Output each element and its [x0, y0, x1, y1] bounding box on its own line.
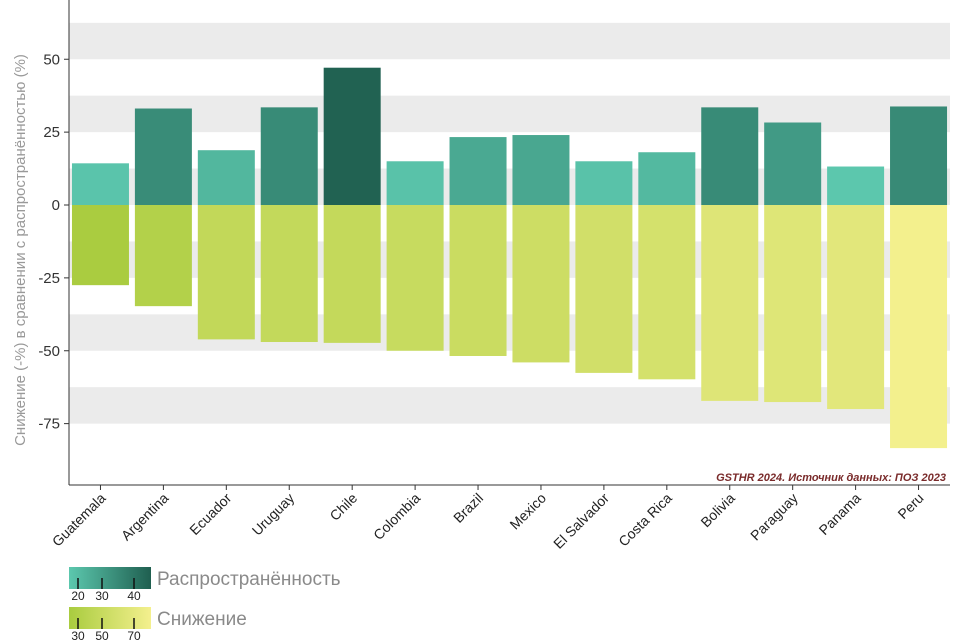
- bar-reduction: [575, 205, 633, 373]
- bar-prevalence: [71, 163, 129, 205]
- bar-prevalence: [575, 161, 633, 205]
- legend-colorbar: [69, 607, 151, 629]
- bar-reduction: [449, 205, 507, 356]
- bar-prevalence: [197, 150, 255, 205]
- legend-tick-label: 20: [71, 589, 85, 603]
- legend-tick-label: 30: [95, 589, 109, 603]
- x-tick-label: Costa Rica: [615, 490, 675, 550]
- y-axis-label: Снижение (-%) в сравнении с распространё…: [12, 54, 29, 446]
- bar-prevalence: [827, 166, 885, 205]
- bar-reduction: [764, 205, 822, 403]
- bar-reduction: [638, 205, 696, 380]
- bar-prevalence: [386, 161, 444, 205]
- x-tick-label: Chile: [326, 490, 360, 524]
- bar-prevalence: [449, 137, 507, 205]
- x-tick-label: Bolivia: [697, 490, 738, 531]
- bar-reduction: [827, 205, 885, 410]
- x-tick-label: Argentina: [118, 490, 172, 544]
- x-tick-label: Guatemala: [49, 490, 109, 550]
- bar-reduction: [197, 205, 255, 340]
- grid-band: [69, 22, 950, 60]
- x-tick-label: Uruguay: [249, 490, 298, 539]
- bar-prevalence: [701, 107, 759, 205]
- x-tick-label: Panama: [816, 490, 864, 538]
- bar-prevalence: [890, 106, 948, 205]
- y-tick-label: 50: [43, 51, 60, 68]
- bar-prevalence: [638, 152, 696, 205]
- x-tick-label: Brazil: [450, 490, 486, 526]
- legend: 20 30 40 Распространённость 30 50 70 Снижение: [69, 567, 341, 641]
- bar-reduction: [134, 205, 192, 307]
- bar-reduction: [512, 205, 570, 363]
- y-tick-label: 0: [52, 197, 60, 214]
- x-tick-label: Peru: [894, 490, 926, 522]
- legend-colorbar: [69, 567, 151, 589]
- bar-prevalence: [260, 107, 318, 205]
- y-ticks: 50 25 0 -25 -50 -75: [38, 51, 69, 433]
- bar-prevalence: [323, 67, 381, 206]
- bar-reduction: [701, 205, 759, 401]
- legend-title-prevalence: Распространённость: [157, 569, 341, 590]
- x-ticks: Guatemala Argentina Ecuador Uruguay Chile Col…: [49, 485, 927, 552]
- bar-prevalence: [764, 122, 822, 205]
- y-tick-label: -50: [38, 343, 60, 360]
- bars: [71, 67, 948, 449]
- legend-tick-label: 70: [127, 629, 141, 641]
- bar-reduction: [260, 205, 318, 343]
- y-tick-label: -75: [38, 416, 60, 433]
- legend-tick-label: 40: [127, 589, 141, 603]
- x-tick-label: Paraguay: [747, 490, 801, 544]
- bar-prevalence: [512, 135, 570, 205]
- legend-title-reduction: Снижение: [157, 609, 247, 630]
- x-tick-label: Colombia: [370, 490, 423, 543]
- bar-prevalence: [134, 108, 192, 205]
- y-tick-label: 25: [43, 124, 60, 141]
- legend-tick-label: 30: [71, 629, 85, 641]
- bar-reduction: [71, 205, 129, 286]
- x-tick-label: Mexico: [506, 490, 549, 533]
- source-note: GSTHR 2024. Источник данных: ПОЗ 2023: [716, 472, 946, 484]
- y-tick-label: -25: [38, 270, 60, 287]
- x-tick-label: El Salvador: [550, 490, 612, 552]
- bar-reduction: [890, 205, 948, 449]
- x-tick-label: Ecuador: [186, 490, 234, 538]
- legend-tick-label: 50: [95, 629, 109, 641]
- bar-reduction: [386, 205, 444, 351]
- bar-reduction: [323, 205, 381, 343]
